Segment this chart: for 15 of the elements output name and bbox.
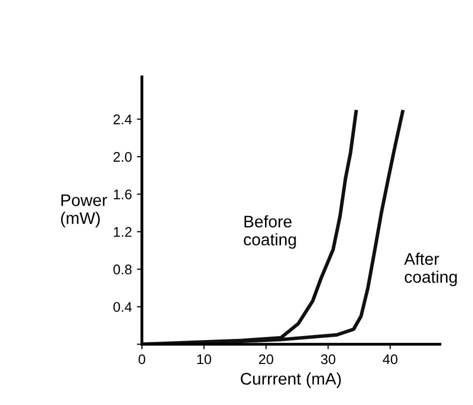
annotation: Before coating <box>244 215 296 249</box>
y-tick-label: 1.6 <box>114 190 132 200</box>
y-tick-label: 0.4 <box>113 302 132 312</box>
x-tick-label: 20 <box>259 354 274 364</box>
y-tick-label: 2.0 <box>114 152 132 162</box>
x-tick-label: 10 <box>197 354 212 364</box>
y-tick-label: 0.8 <box>113 264 132 274</box>
x-tick-label: 40 <box>382 354 398 364</box>
x-tick-label: 30 <box>320 354 336 364</box>
annotation: After coating <box>404 252 457 286</box>
y-tick-label: 1.2 <box>114 227 132 237</box>
x-tick-label: 0 <box>138 354 146 364</box>
y-axis-title: Power (mW) <box>61 194 108 228</box>
x-axis-title: Currrent (mA) <box>240 372 341 388</box>
y-tick-label: 2.4 <box>114 114 132 124</box>
